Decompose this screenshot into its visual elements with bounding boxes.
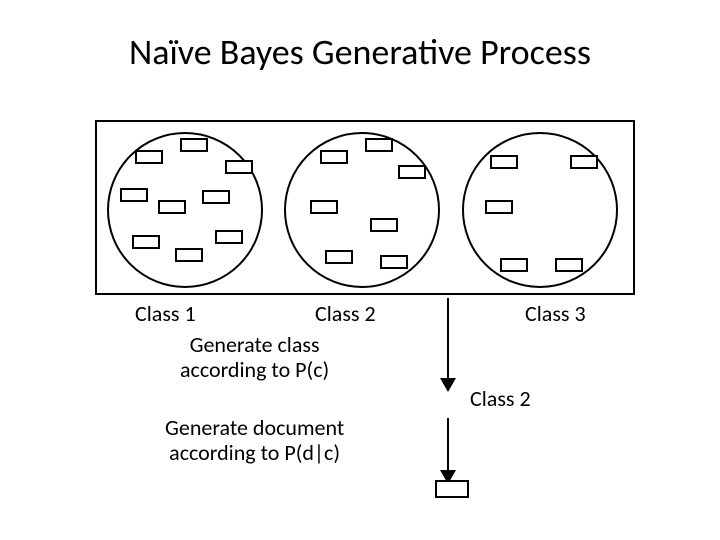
document-rect: [215, 230, 243, 244]
class-label-3: Class 3: [525, 300, 586, 327]
arrow-head-icon: [440, 378, 456, 392]
page-title: Naïve Bayes Generative Process: [0, 30, 720, 74]
document-rect: [555, 258, 583, 272]
document-rect: [135, 150, 163, 164]
document-rect: [180, 138, 208, 152]
document-rect: [175, 248, 203, 262]
document-rect: [500, 258, 528, 272]
document-rect: [398, 165, 426, 179]
document-rect: [320, 150, 348, 164]
class-label-2: Class 2: [315, 300, 376, 327]
document-rect: [490, 155, 518, 169]
document-rect: [225, 160, 253, 174]
document-rect: [370, 218, 398, 232]
document-rect: [120, 188, 148, 202]
document-rect: [365, 138, 393, 152]
step-text-1: Generate classaccording to P(c): [180, 332, 329, 383]
document-rect: [485, 200, 513, 214]
step-text-2: Generate documentaccording to P(d|c): [165, 415, 344, 466]
result-class-label: Class 2: [470, 385, 531, 412]
arrow-line-1: [447, 298, 449, 380]
document-rect: [570, 155, 598, 169]
document-rect: [158, 200, 186, 214]
document-rect: [325, 250, 353, 264]
document-rect: [310, 200, 338, 214]
arrow-line-2: [447, 418, 449, 472]
document-rect: [132, 235, 160, 249]
document-rect: [202, 190, 230, 204]
document-rect: [380, 255, 408, 269]
class-circle-2: [284, 132, 440, 288]
result-document: [435, 480, 469, 498]
class-label-1: Class 1: [135, 300, 196, 327]
